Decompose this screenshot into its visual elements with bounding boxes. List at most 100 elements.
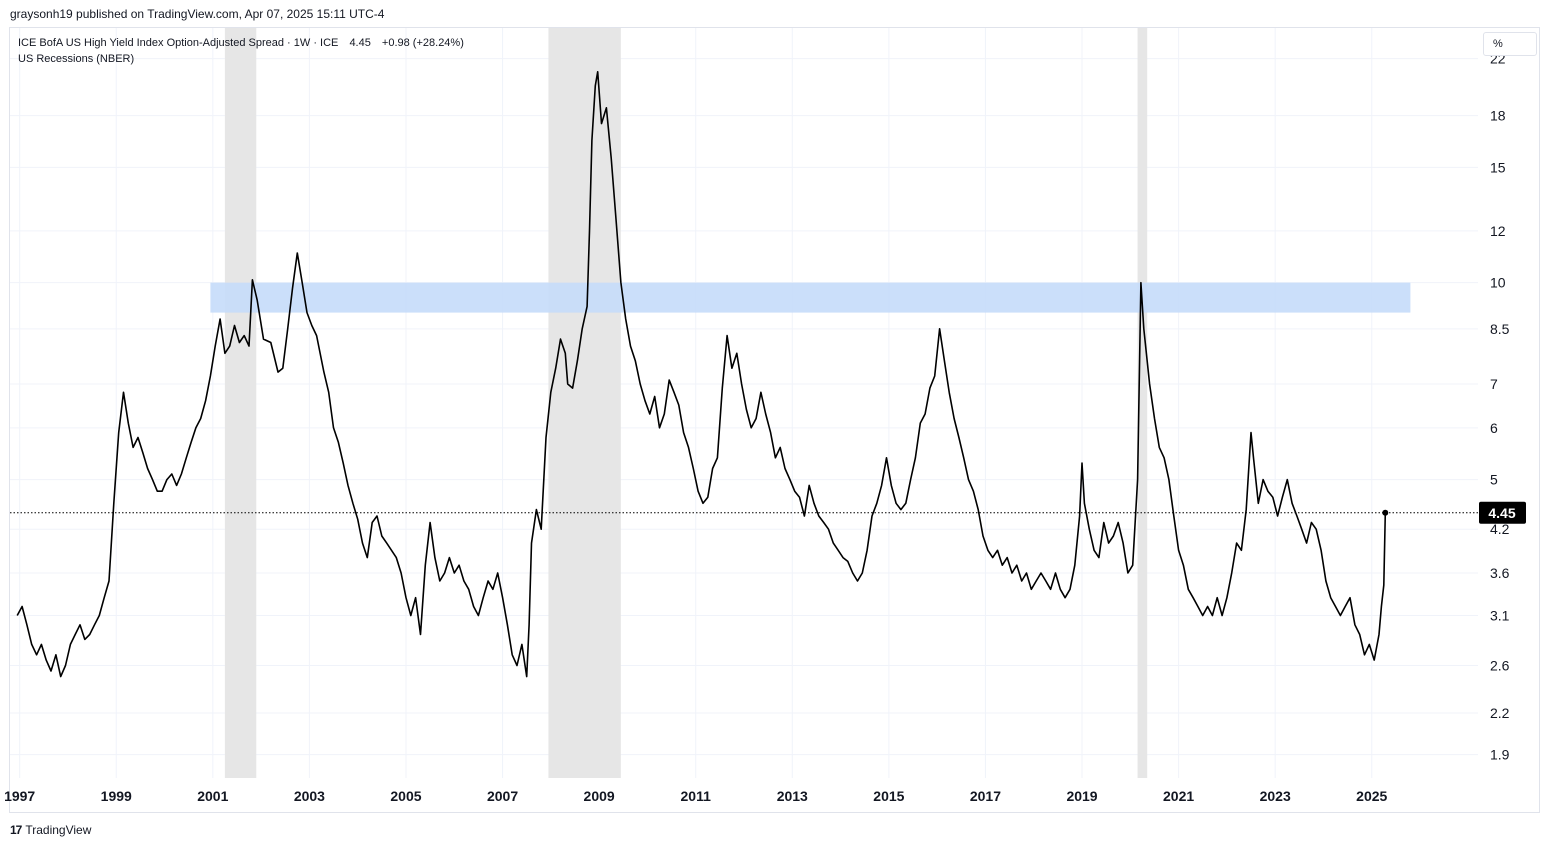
data-point	[1353, 623, 1356, 626]
data-point	[977, 508, 980, 511]
data-point	[1266, 490, 1269, 493]
data-point	[462, 580, 465, 583]
data-point	[755, 417, 758, 420]
data-point	[803, 514, 806, 517]
data-point	[600, 122, 603, 125]
x-tick-label: 2011	[681, 788, 712, 804]
data-point	[619, 281, 622, 284]
data-point	[972, 490, 975, 493]
legend-change: +0.98 (+28.24%)	[381, 37, 464, 49]
data-point	[256, 299, 259, 302]
x-tick-label: 2009	[584, 788, 615, 804]
series-line[interactable]	[16, 71, 1387, 678]
data-point	[93, 623, 96, 626]
data-point	[1163, 456, 1166, 459]
data-point	[793, 490, 796, 493]
chart-legend: ICE BofA US High Yield Index Option-Adju…	[18, 35, 464, 67]
data-point	[943, 359, 946, 362]
data-point	[1276, 514, 1279, 517]
data-point	[1015, 564, 1018, 567]
data-point	[1081, 462, 1084, 465]
data-point	[726, 334, 729, 337]
x-tick-label: 2003	[294, 788, 325, 804]
data-point	[310, 324, 313, 327]
data-point	[45, 659, 48, 662]
data-point	[851, 572, 854, 575]
data-point	[1083, 502, 1086, 505]
data-point	[564, 352, 567, 355]
data-point	[1025, 572, 1028, 575]
x-tick-label: 2015	[873, 788, 904, 804]
legend-recession-row[interactable]: US Recessions (NBER)	[18, 51, 464, 67]
data-point	[337, 441, 340, 444]
data-point	[1172, 514, 1175, 517]
legend-series-row[interactable]: ICE BofA US High Yield Index Option-Adju…	[18, 35, 464, 51]
data-point	[243, 334, 246, 337]
data-point	[1153, 417, 1156, 420]
data-point	[1358, 633, 1361, 636]
data-point	[1182, 564, 1185, 567]
data-point	[1097, 556, 1100, 559]
data-point	[1257, 502, 1260, 505]
x-tick-label: 1999	[101, 788, 132, 804]
footer-branding[interactable]: 17 TradingView	[10, 823, 91, 837]
data-point	[107, 580, 110, 583]
data-point	[991, 556, 994, 559]
data-point	[112, 502, 115, 505]
x-tick-label: 2021	[1163, 788, 1194, 804]
last-point-marker	[1382, 509, 1389, 516]
data-point	[813, 502, 816, 505]
data-point	[1139, 281, 1142, 284]
data-point	[1295, 514, 1298, 517]
data-point	[332, 426, 335, 429]
x-tick-label: 1997	[4, 788, 35, 804]
data-point	[639, 383, 642, 386]
data-point	[1030, 588, 1033, 591]
data-point	[103, 596, 106, 599]
data-point	[953, 417, 956, 420]
x-axis[interactable]: 1997 1999 2001 2003 2005 2007 2009 2011 2013 2015…	[4, 788, 1387, 804]
data-point	[477, 614, 480, 617]
chart-frame	[9, 27, 1540, 813]
data-point	[540, 528, 543, 531]
data-point	[448, 556, 451, 559]
data-point	[1315, 528, 1318, 531]
data-point	[904, 502, 907, 505]
data-point	[1201, 614, 1204, 617]
data-point	[788, 478, 791, 481]
data-point	[209, 375, 212, 378]
data-point	[716, 456, 719, 459]
data-point	[1245, 508, 1248, 511]
data-point	[315, 334, 318, 337]
data-point	[21, 605, 24, 608]
data-point	[928, 387, 931, 390]
data-point	[735, 352, 738, 355]
x-tick-label: 2025	[1356, 788, 1387, 804]
data-point	[895, 502, 898, 505]
data-point	[491, 588, 494, 591]
data-point	[351, 502, 354, 505]
data-point	[1240, 549, 1243, 552]
data-point	[566, 383, 569, 386]
data-point	[779, 446, 782, 449]
data-point	[1339, 614, 1342, 617]
data-point	[54, 653, 57, 656]
y-tick-label: 5	[1490, 472, 1498, 488]
data-point	[40, 643, 43, 646]
data-point	[629, 345, 632, 348]
y-tick-label: 2.2	[1490, 705, 1510, 721]
data-point	[170, 473, 173, 476]
data-point	[327, 391, 330, 394]
data-point	[301, 281, 304, 284]
data-point	[347, 484, 350, 487]
highlight-zone-rect[interactable]	[210, 282, 1411, 313]
data-point	[199, 417, 202, 420]
data-point	[1305, 542, 1308, 545]
percent-scale-button[interactable]: %	[1483, 32, 1537, 56]
y-tick-label: 18	[1490, 108, 1506, 124]
data-point	[1252, 456, 1255, 459]
data-point	[400, 572, 403, 575]
data-point	[530, 542, 533, 545]
